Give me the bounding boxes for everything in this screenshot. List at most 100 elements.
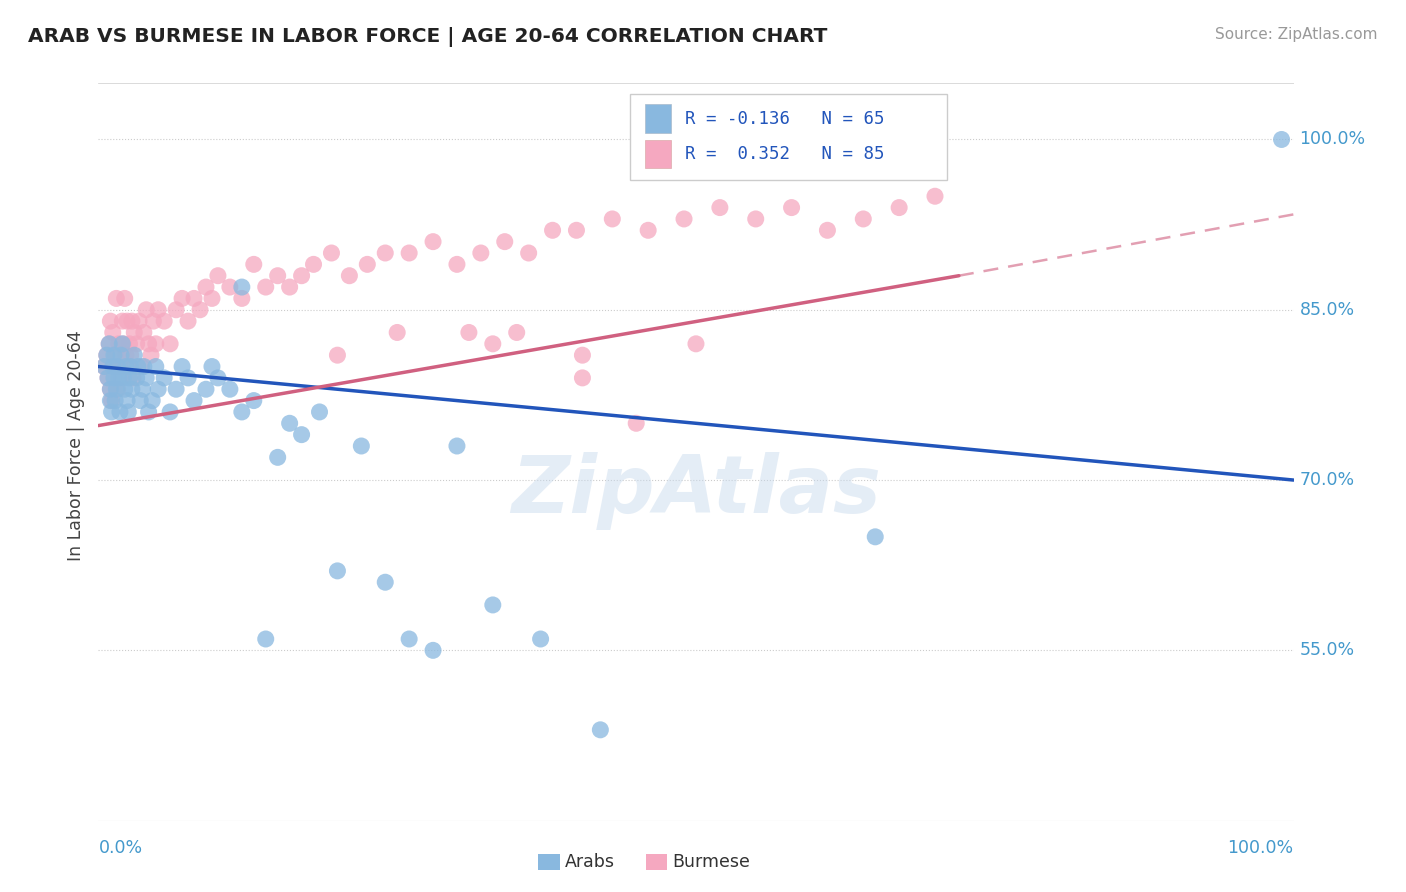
Point — [321, 246, 343, 260]
Point — [571, 348, 593, 362]
Point — [112, 371, 135, 385]
Point — [132, 359, 155, 374]
Point — [105, 292, 128, 306]
Point — [571, 371, 593, 385]
Point — [231, 292, 253, 306]
Point — [118, 336, 141, 351]
Point — [98, 314, 122, 328]
Text: Source: ZipAtlas.com: Source: ZipAtlas.com — [1215, 27, 1378, 42]
Point — [122, 371, 145, 385]
Point — [589, 723, 612, 737]
Point — [97, 371, 120, 385]
Point — [195, 280, 218, 294]
Point — [243, 257, 266, 271]
Point — [626, 417, 648, 431]
Point — [145, 359, 167, 374]
Point — [103, 371, 125, 385]
Point — [326, 564, 349, 578]
Point — [104, 393, 127, 408]
Point — [446, 439, 468, 453]
Point — [100, 393, 122, 408]
Text: ZipAtlas: ZipAtlas — [510, 452, 882, 530]
Point — [356, 257, 378, 271]
Point — [219, 382, 242, 396]
Point — [530, 632, 553, 646]
Bar — [644, 104, 671, 133]
Point — [172, 292, 194, 306]
Point — [302, 257, 325, 271]
Point — [398, 632, 420, 646]
Point — [291, 268, 314, 283]
Point — [201, 359, 224, 374]
Point — [112, 336, 135, 351]
Point — [138, 405, 160, 419]
Point — [278, 417, 301, 431]
Point — [231, 405, 253, 419]
Point — [107, 359, 129, 374]
Point — [398, 246, 420, 260]
Text: R = -0.136   N = 65: R = -0.136 N = 65 — [685, 110, 884, 128]
Point — [111, 314, 134, 328]
Point — [565, 223, 588, 237]
Point — [1271, 132, 1294, 146]
Bar — [644, 139, 671, 168]
Point — [138, 336, 160, 351]
Point — [98, 393, 122, 408]
Point — [685, 336, 707, 351]
Point — [709, 201, 731, 215]
Point — [93, 359, 115, 374]
Point — [111, 336, 134, 351]
Point — [100, 405, 122, 419]
Point — [470, 246, 492, 260]
Point — [195, 382, 218, 396]
Point — [105, 382, 128, 396]
Point — [745, 211, 768, 226]
Point — [128, 314, 150, 328]
Point — [141, 393, 163, 408]
Point — [124, 326, 146, 340]
Point — [865, 530, 887, 544]
Point — [422, 235, 444, 249]
Point — [142, 314, 165, 328]
Text: 100.0%: 100.0% — [1299, 130, 1365, 148]
Point — [153, 371, 176, 385]
Text: R =  0.352   N = 85: R = 0.352 N = 85 — [685, 145, 884, 162]
Point — [110, 348, 132, 362]
Point — [98, 382, 122, 396]
Point — [120, 348, 142, 362]
Point — [93, 359, 115, 374]
Point — [889, 201, 911, 215]
Point — [243, 393, 266, 408]
Point — [104, 348, 127, 362]
Point — [159, 336, 181, 351]
Point — [118, 371, 141, 385]
Point — [231, 280, 253, 294]
Point — [125, 336, 148, 351]
Text: ARAB VS BURMESE IN LABOR FORCE | AGE 20-64 CORRELATION CHART: ARAB VS BURMESE IN LABOR FORCE | AGE 20-… — [28, 27, 828, 46]
Point — [132, 326, 155, 340]
Point — [108, 359, 131, 374]
Point — [101, 359, 124, 374]
Point — [385, 326, 409, 340]
Point — [291, 427, 314, 442]
Point — [117, 359, 139, 374]
Point — [96, 348, 118, 362]
Point — [131, 359, 153, 374]
Bar — [645, 854, 668, 870]
Point — [115, 393, 138, 408]
Point — [541, 223, 564, 237]
Text: 55.0%: 55.0% — [1299, 641, 1354, 659]
Point — [148, 382, 170, 396]
Point — [145, 336, 167, 351]
Point — [172, 359, 194, 374]
Point — [350, 439, 373, 453]
Point — [107, 382, 129, 396]
Point — [117, 405, 139, 419]
Text: 85.0%: 85.0% — [1299, 301, 1354, 318]
Point — [494, 235, 516, 249]
Point — [308, 405, 330, 419]
Point — [103, 359, 125, 374]
Point — [139, 348, 162, 362]
Point — [219, 280, 242, 294]
Point — [97, 371, 120, 385]
